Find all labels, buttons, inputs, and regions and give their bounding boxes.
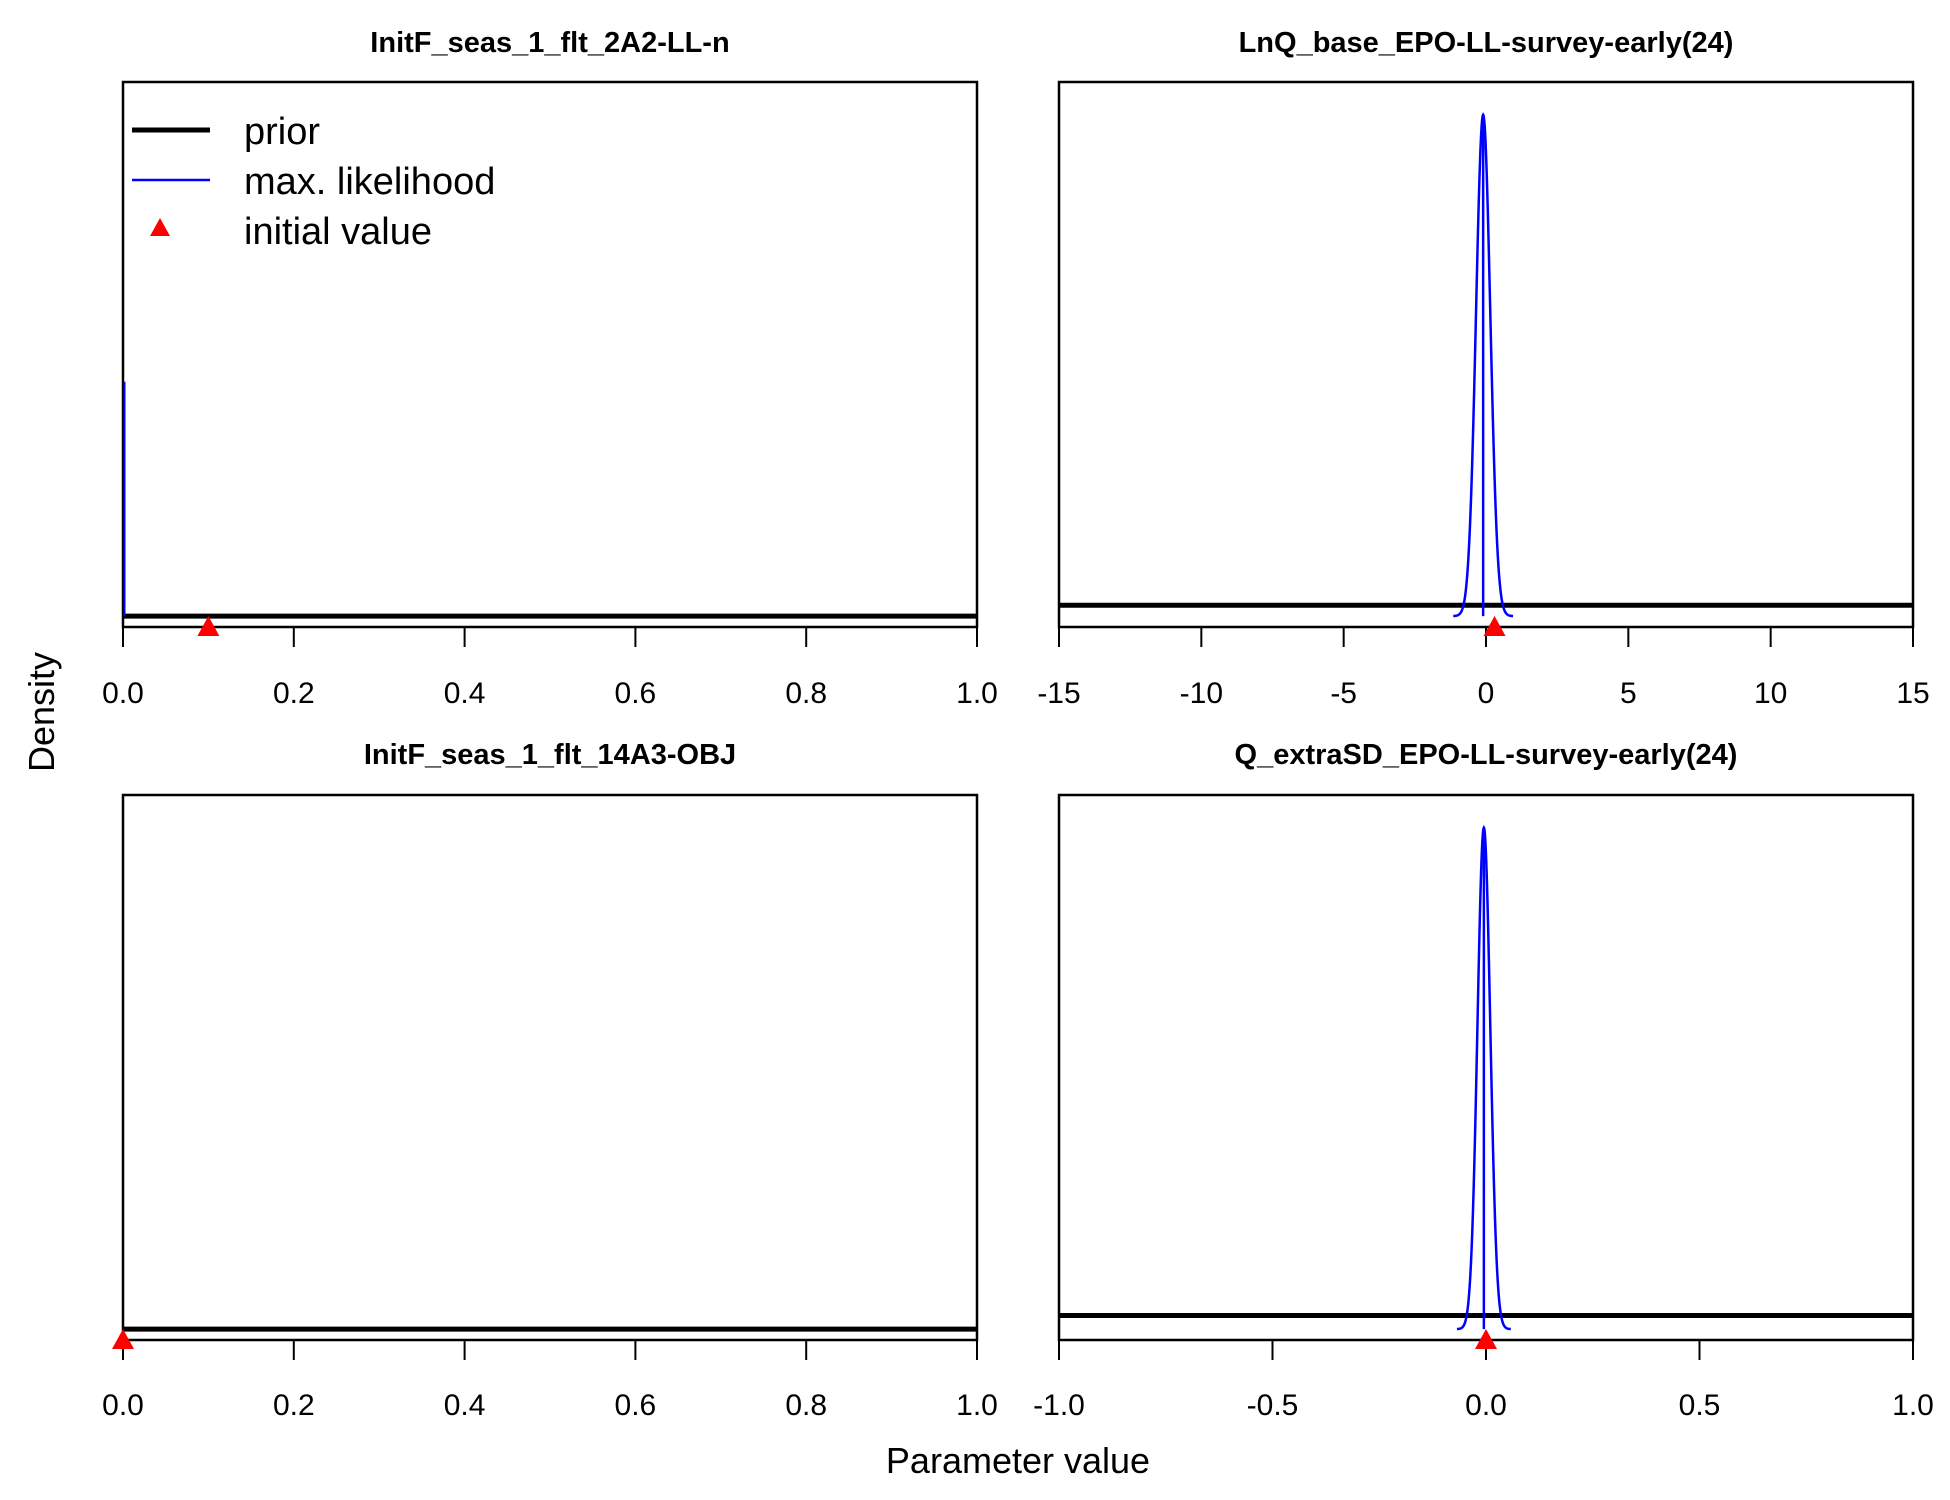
x-tick-label: -10 [1180, 677, 1223, 710]
initial-value-marker [1483, 616, 1506, 636]
x-tick-label: 0.8 [785, 677, 827, 710]
initial-value-marker [112, 1329, 134, 1349]
x-tick-label: 0.0 [1465, 1389, 1507, 1422]
x-axis: -15 -10 -5 0 5 10 15 [1037, 626, 1930, 710]
panel-title: LnQ_base_EPO-LL-survey-early(24) [1239, 27, 1734, 59]
initial-value-marker [1475, 1329, 1497, 1349]
panel-3: InitF_seas_1_flt_14A3-OBJ 0.0 0.2 0.4 0.6 0.8… [102, 739, 998, 1422]
x-tick-label: -15 [1037, 677, 1080, 710]
legend: prior max. likelihood initial value [132, 111, 495, 253]
x-tick-label: 1.0 [1892, 1389, 1934, 1422]
x-axis-title: Parameter value [886, 1440, 1150, 1481]
x-tick-label: 15 [1896, 677, 1929, 710]
x-tick-label: 0.4 [444, 1389, 486, 1422]
x-tick-label: 0 [1478, 677, 1495, 710]
panels: InitF_seas_1_flt_2A2-LL-n 0.0 0.2 0.4 0.6 0.8… [102, 27, 1934, 1422]
x-tick-label: 1.0 [956, 677, 998, 710]
x-axis: 0.0 0.2 0.4 0.6 0.8 1.0 [102, 1339, 998, 1422]
legend-initial-value-marker [150, 218, 170, 236]
panel-4: Q_extraSD_EPO-LL-survey-early(24) -1.0 -0.… [1033, 739, 1934, 1422]
x-tick-label: 0.4 [444, 677, 486, 710]
x-tick-label: -5 [1330, 677, 1357, 710]
legend-prior-label: prior [244, 111, 320, 153]
panel-title: Q_extraSD_EPO-LL-survey-early(24) [1235, 739, 1738, 771]
x-tick-label: 1.0 [956, 1389, 998, 1422]
x-tick-label: -0.5 [1247, 1389, 1299, 1422]
panel-1: InitF_seas_1_flt_2A2-LL-n 0.0 0.2 0.4 0.6 0.8… [102, 27, 998, 710]
x-tick-label: 0.8 [785, 1389, 827, 1422]
x-tick-label: 0.6 [615, 677, 657, 710]
initial-value-marker [197, 616, 220, 636]
legend-max-likelihood-label: max. likelihood [244, 161, 495, 203]
x-tick-label: 0.2 [273, 1389, 315, 1422]
x-tick-label: -1.0 [1033, 1389, 1085, 1422]
x-tick-label: 5 [1620, 677, 1637, 710]
x-tick-label: 0.0 [102, 677, 144, 710]
panel-title: InitF_seas_1_flt_2A2-LL-n [370, 27, 729, 59]
panel-title: InitF_seas_1_flt_14A3-OBJ [364, 739, 736, 771]
x-tick-label: 0.6 [615, 1389, 657, 1422]
panel-2: LnQ_base_EPO-LL-survey-early(24) -15 -10 -5… [1037, 27, 1929, 710]
y-axis-title: Density [21, 652, 62, 772]
x-tick-label: 0.2 [273, 677, 315, 710]
x-tick-label: 10 [1754, 677, 1787, 710]
legend-initial-value-label: initial value [244, 211, 432, 253]
x-axis: 0.0 0.2 0.4 0.6 0.8 1.0 [102, 626, 998, 710]
x-tick-label: 0.5 [1679, 1389, 1721, 1422]
x-tick-label: 0.0 [102, 1389, 144, 1422]
